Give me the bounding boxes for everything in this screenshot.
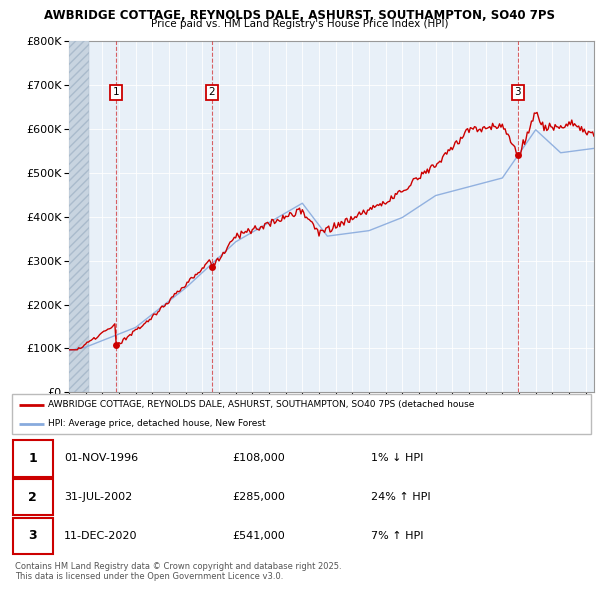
Bar (69, 41, 89, 392)
FancyBboxPatch shape (13, 517, 53, 554)
Text: £108,000: £108,000 (232, 453, 285, 463)
FancyBboxPatch shape (13, 440, 53, 477)
Text: 1% ↓ HPI: 1% ↓ HPI (371, 453, 424, 463)
Text: Price paid vs. HM Land Registry's House Price Index (HPI): Price paid vs. HM Land Registry's House … (151, 19, 449, 30)
Text: 1: 1 (113, 87, 119, 97)
Text: AWBRIDGE COTTAGE, REYNOLDS DALE, ASHURST, SOUTHAMPTON, SO40 7PS (detached house: AWBRIDGE COTTAGE, REYNOLDS DALE, ASHURST… (48, 400, 474, 409)
Text: 3: 3 (514, 87, 521, 97)
Text: HPI: Average price, detached house, New Forest: HPI: Average price, detached house, New … (48, 419, 266, 428)
FancyBboxPatch shape (13, 479, 53, 515)
FancyBboxPatch shape (12, 394, 591, 434)
Text: 1: 1 (28, 452, 37, 465)
Text: AWBRIDGE COTTAGE, REYNOLDS DALE, ASHURST, SOUTHAMPTON, SO40 7PS: AWBRIDGE COTTAGE, REYNOLDS DALE, ASHURST… (44, 9, 556, 22)
Text: 7% ↑ HPI: 7% ↑ HPI (371, 531, 424, 541)
Text: 31-JUL-2002: 31-JUL-2002 (64, 492, 133, 502)
Text: Contains HM Land Registry data © Crown copyright and database right 2025.
This d: Contains HM Land Registry data © Crown c… (15, 562, 341, 581)
Text: 2: 2 (209, 87, 215, 97)
Text: 2: 2 (28, 490, 37, 504)
Text: £541,000: £541,000 (232, 531, 285, 541)
Text: £285,000: £285,000 (232, 492, 285, 502)
Text: 3: 3 (29, 529, 37, 542)
Text: 24% ↑ HPI: 24% ↑ HPI (371, 492, 431, 502)
Text: 01-NOV-1996: 01-NOV-1996 (64, 453, 138, 463)
Text: 11-DEC-2020: 11-DEC-2020 (64, 531, 137, 541)
